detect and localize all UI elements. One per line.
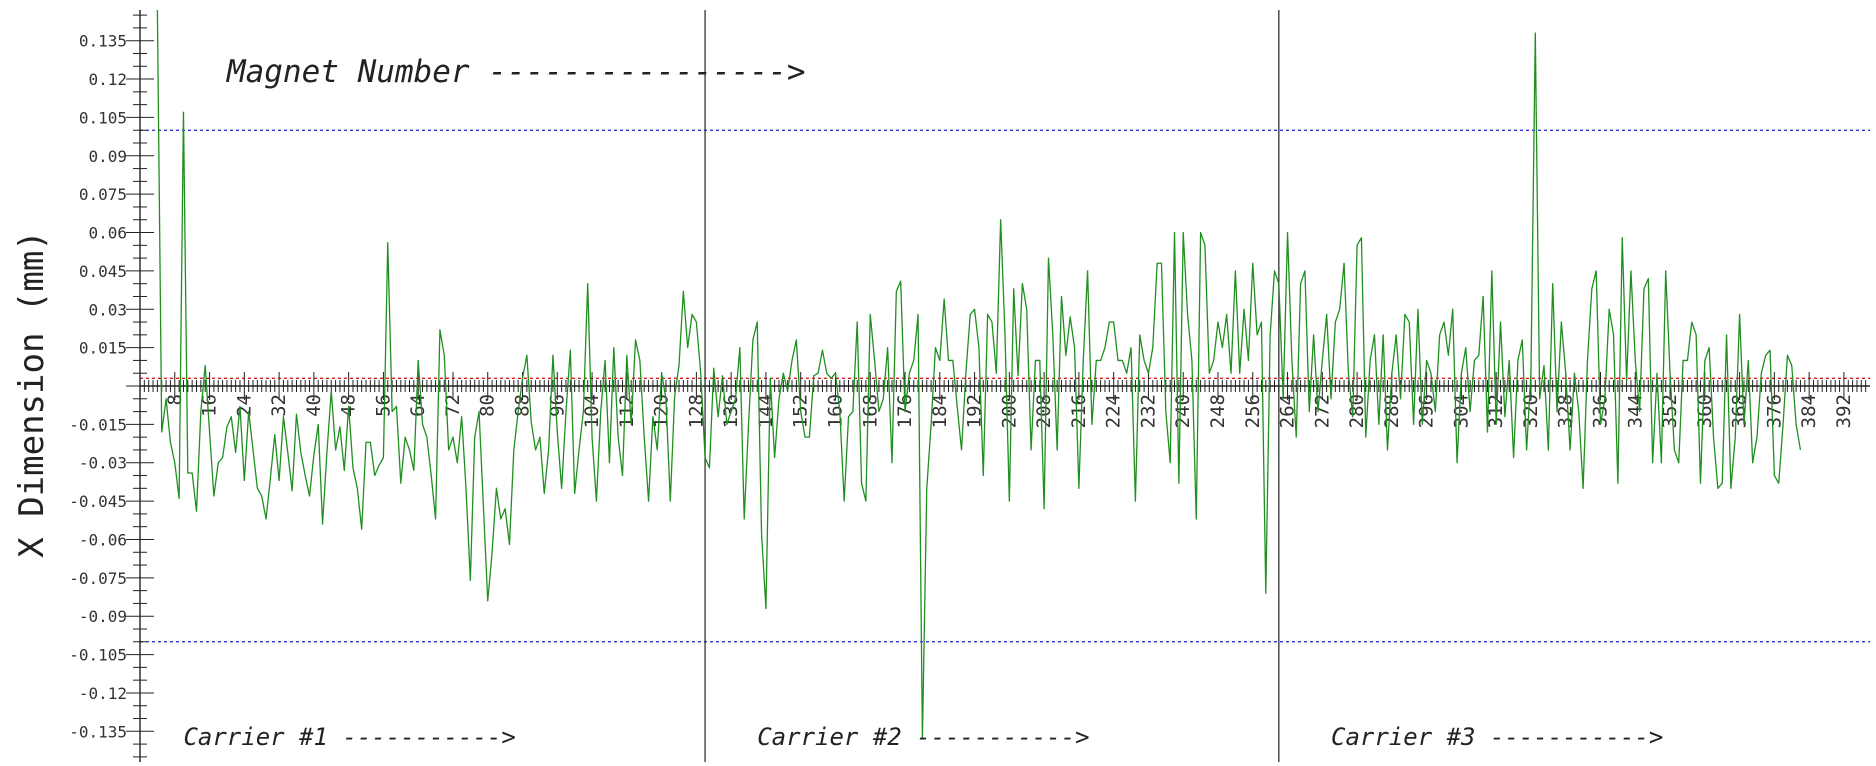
- x-tick-label: 256: [1242, 394, 1264, 428]
- y-tick-label: 0.09: [88, 147, 127, 166]
- x-tick-label: 104: [581, 394, 603, 428]
- x-tick-label: 240: [1172, 394, 1194, 428]
- y-tick-label: 0.015: [79, 339, 127, 358]
- y-tick-label: -0.03: [79, 454, 127, 473]
- y-tick-label: 0.135: [79, 32, 127, 51]
- y-axis-label: X Dimension (mm): [12, 230, 52, 558]
- x-tick-label: 96: [546, 394, 568, 417]
- x-tick-label: 64: [407, 394, 429, 417]
- x-tick-label: 88: [512, 394, 534, 417]
- x-tick-label: 288: [1381, 394, 1403, 428]
- x-tick-label: 264: [1277, 394, 1299, 428]
- x-tick-label: 368: [1729, 394, 1751, 428]
- y-tick-label: 0.075: [79, 185, 127, 204]
- carrier-1-annotation: Carrier #1 ----------->: [183, 723, 515, 751]
- x-tick-label: 112: [616, 394, 638, 428]
- series-layer: [156, 9, 1802, 740]
- annotations: Magnet Number ----------------> Carrier #…: [183, 54, 1663, 751]
- x-tick-label: 32: [268, 394, 290, 417]
- x-tick-label: 320: [1520, 394, 1542, 428]
- x-tick-label: 160: [824, 394, 846, 428]
- x-tick-label: 56: [372, 394, 394, 417]
- y-tick-label: 0.12: [88, 70, 127, 89]
- y-tick-label: 0.03: [88, 300, 127, 319]
- y-tick-label: -0.12: [79, 684, 127, 703]
- y-tick-label: -0.075: [69, 569, 127, 588]
- x-tick-label: 232: [1137, 394, 1159, 428]
- x-tick-label: 192: [964, 394, 986, 428]
- x-tick-label: 360: [1694, 394, 1716, 428]
- x-tick-label: 184: [929, 394, 951, 428]
- carrier-2-annotation: Carrier #2 ----------->: [757, 723, 1089, 751]
- y-tick-label: -0.105: [69, 646, 127, 665]
- magnet-number-annotation: Magnet Number ---------------->: [226, 54, 806, 90]
- x-tick-label: 392: [1833, 394, 1855, 428]
- y-tick-label: 0.105: [79, 108, 127, 127]
- x-tick-label: 224: [1103, 394, 1125, 428]
- y-tick-label: -0.135: [69, 722, 127, 741]
- axes: 0.135 0.12 0.105 0.09 0.075 0.06 0.045 0.03 0.01…: [69, 10, 1870, 762]
- x-tick-label: 384: [1798, 394, 1820, 428]
- x-tick-label: 128: [685, 394, 707, 428]
- x-tick-label: 208: [1033, 394, 1055, 428]
- reference-lines: [140, 129, 1870, 643]
- x-tick-label: 376: [1763, 394, 1785, 428]
- x-tick-label: 216: [1068, 394, 1090, 428]
- series-line-0: [156, 9, 1802, 740]
- y-tick-label: 0.045: [79, 262, 127, 281]
- carrier-3-annotation: Carrier #3 ----------->: [1331, 723, 1663, 751]
- y-tick-label: 0.06: [88, 224, 127, 243]
- x-tick-label: 16: [199, 394, 221, 417]
- y-tick-label: -0.015: [69, 415, 127, 434]
- y-tick-label: -0.06: [79, 530, 127, 549]
- x-tick-label: 40: [303, 394, 325, 417]
- x-tick-label: 272: [1311, 394, 1333, 428]
- x-tick-label: 200: [998, 394, 1020, 428]
- x-tick-label: 248: [1207, 394, 1229, 428]
- x-tick-label: 8: [164, 394, 186, 405]
- x-tick-label: 168: [859, 394, 881, 428]
- x-tick-label: 80: [477, 394, 499, 417]
- x-tick-label: 352: [1659, 394, 1681, 428]
- y-tick-label: -0.09: [79, 607, 127, 626]
- y-tick-label: -0.045: [69, 492, 127, 511]
- x-tick-label: 48: [338, 394, 360, 417]
- x-tick-label: 344: [1624, 394, 1646, 428]
- x-tick-label: 24: [233, 394, 255, 417]
- x-tick-label: 72: [442, 394, 464, 417]
